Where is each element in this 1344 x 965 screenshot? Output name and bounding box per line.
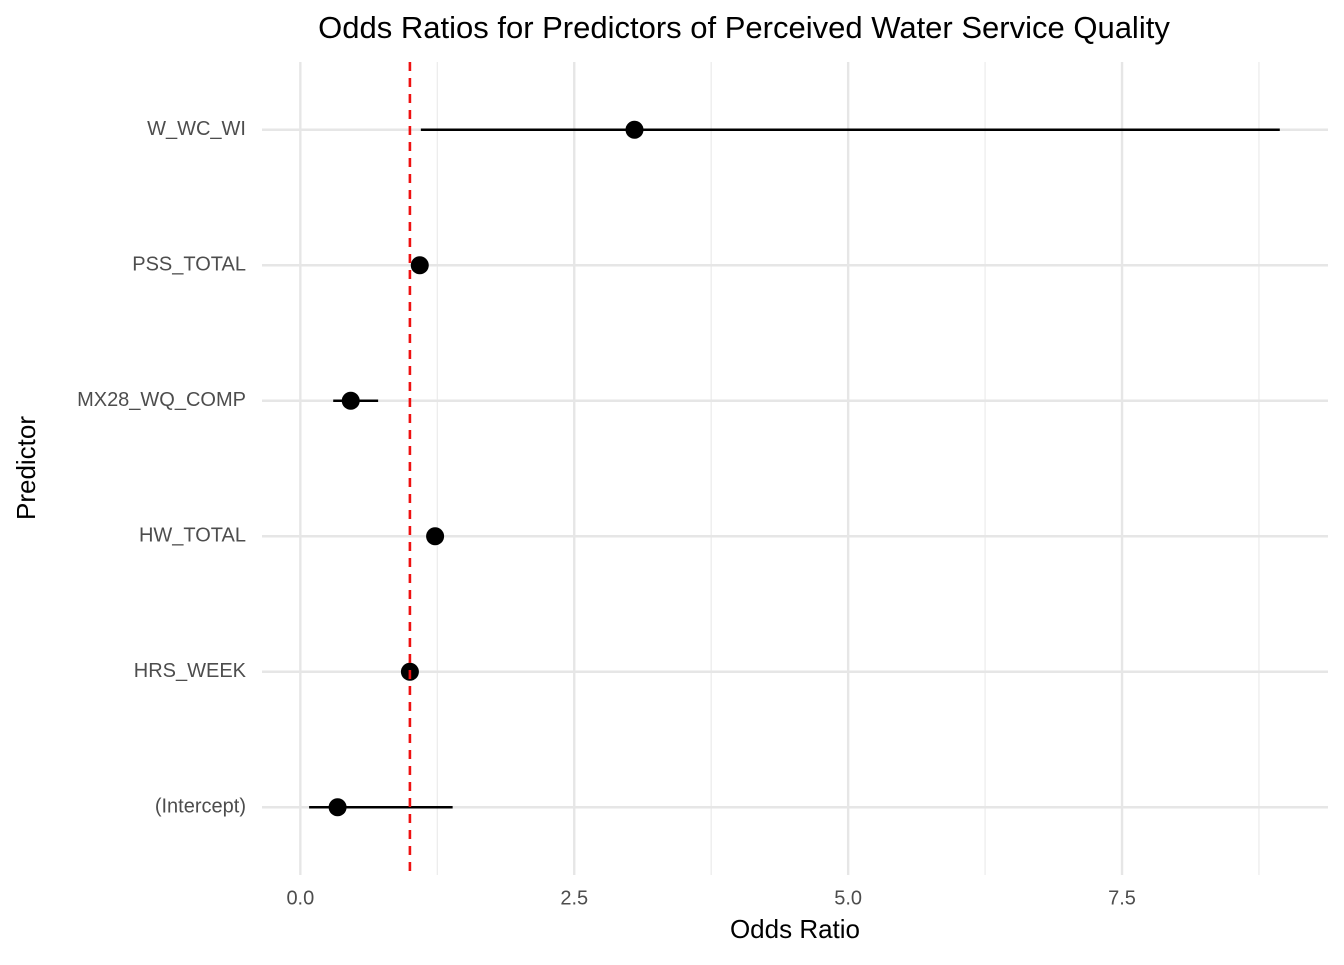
- x-axis-label: Odds Ratio: [730, 914, 860, 944]
- x-tick-label: 0.0: [286, 887, 314, 909]
- point: [410, 256, 429, 275]
- y-tick-label: HRS_WEEK: [134, 660, 247, 682]
- point: [328, 798, 347, 817]
- chart-title: Odds Ratios for Predictors of Perceived …: [318, 10, 1170, 45]
- y-tick-label: W_WC_WI: [147, 118, 246, 140]
- point: [341, 391, 360, 410]
- y-tick-label: (Intercept): [155, 796, 246, 818]
- x-tick-label: 7.5: [1108, 887, 1136, 909]
- x-tick-label: 2.5: [560, 887, 588, 909]
- y-tick-label: HW_TOTAL: [139, 525, 246, 547]
- point: [625, 120, 644, 139]
- point: [426, 527, 445, 546]
- y-axis-label: Predictor: [11, 416, 41, 520]
- y-tick-label: PSS_TOTAL: [132, 254, 246, 276]
- x-tick-label: 5.0: [834, 887, 862, 909]
- y-tick-label: MX28_WQ_COMP: [77, 389, 246, 411]
